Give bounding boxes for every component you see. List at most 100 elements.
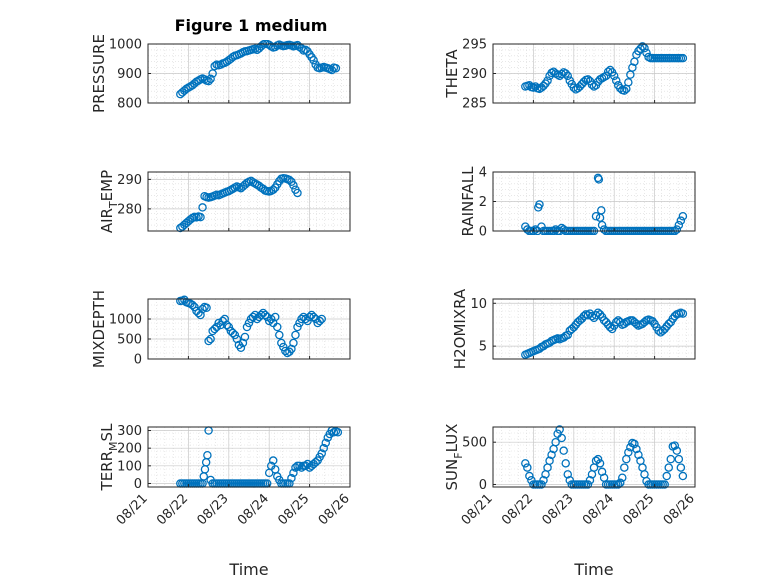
data-point [210,61,219,71]
x-tick-label: 08/26 [661,491,698,528]
data-point [605,323,615,332]
data-point [287,473,296,483]
data-point [293,188,302,198]
data-point [628,63,637,72]
data-point [289,181,298,190]
data-point [561,459,570,468]
data-point [662,471,671,481]
data-point [285,175,294,185]
data-point [557,69,566,79]
data-point [240,332,250,342]
data-point [585,475,595,485]
data-point [620,86,629,95]
data-point [611,76,621,85]
data-point [666,454,676,464]
data-point [295,318,304,328]
data-point [204,76,213,86]
data-point [279,342,288,352]
axes-box [147,298,351,360]
axes-box [492,426,696,488]
x-tick-label: 08/24 [235,491,272,528]
x-tick-label: 08/23 [540,491,577,528]
data-point [591,211,601,221]
data-point [678,211,688,221]
data-point [599,225,609,234]
data-point [557,433,566,443]
y-tick-label: 500 [462,436,487,451]
data-point [248,312,258,322]
data-point [539,81,548,91]
data-point [212,322,221,332]
x-tick-label: 08/24 [580,491,617,528]
y-tick-label: 5 [479,340,487,355]
data-point [266,314,276,324]
data-point [670,441,680,450]
data-point [624,78,633,87]
data-point [555,425,564,434]
y-tick-label: 0 [134,353,142,368]
data-point [262,312,272,322]
data-point [196,212,205,222]
data-point [271,312,280,322]
y-tick-label: 200 [117,442,142,457]
y-axis-label: THETA [443,49,461,99]
data-point [595,459,605,468]
data-point [273,322,282,332]
data-point [559,225,568,234]
data-point [678,53,688,63]
x-axis-label: Time [228,560,268,579]
data-point [583,75,593,84]
data-point [618,473,627,482]
data-series [521,308,688,359]
data-point [293,322,302,332]
y-tick-label: 300 [117,424,142,439]
data-point [268,185,278,194]
data-point [309,312,318,322]
data-point [664,319,673,329]
data-point [597,220,607,230]
data-point [244,318,254,328]
data-point [521,459,530,468]
y-tick-label: 0 [479,478,487,493]
data-point [551,225,560,234]
x-tick-label: 08/25 [275,491,312,528]
data-point [204,336,213,346]
data-point [678,471,688,481]
data-point [551,437,560,447]
x-tick-label: 08/23 [195,491,232,528]
x-tick-label: 08/22 [499,491,536,528]
data-point [563,71,572,81]
data-point [676,463,686,472]
data-point [525,471,534,481]
data-point [642,48,651,58]
data-point [632,319,641,329]
data-point [632,444,641,454]
data-point [210,324,219,334]
data-point [605,65,615,75]
data-point [597,467,607,477]
y-axis-label: MIXDEPTH [90,290,108,368]
data-point [547,450,556,460]
data-series [176,173,302,233]
data-series [176,426,343,488]
data-point [214,318,223,328]
data-point [640,43,649,53]
data-point [317,314,326,324]
data-point [331,63,341,73]
y-tick-label: 2 [479,195,487,210]
y-axis-label: H2OMIXRA [451,288,469,369]
data-point [188,300,197,310]
data-point [634,450,643,460]
y-axis-label: AIRTEMP [98,170,120,233]
y-tick-label: 100 [117,459,142,474]
data-point [591,311,601,320]
data-point [198,304,207,314]
y-tick-label: 280 [117,202,142,217]
data-point [597,206,606,215]
axes-box [147,426,351,488]
data-point [654,326,663,335]
data-point [230,330,240,340]
